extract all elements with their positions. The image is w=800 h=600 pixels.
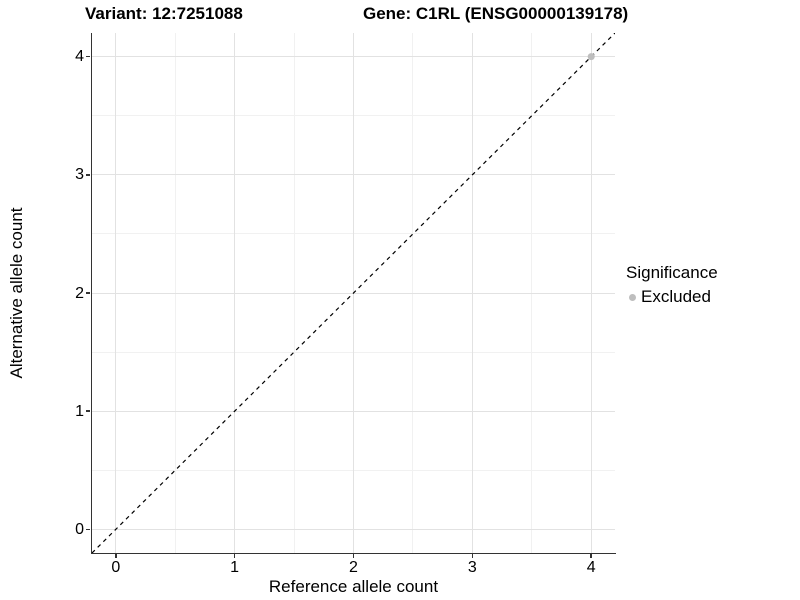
plot-panel [92,33,615,553]
major-gridline-horizontal [92,410,615,412]
legend-items: Excluded [626,287,718,307]
y-tick-mark [86,410,90,412]
y-tick-label: 3 [75,166,84,184]
legend-title: Significance [626,263,718,282]
x-tick-label: 2 [349,559,358,576]
x-tick-label: 0 [111,559,121,576]
x-axis-title: Reference allele count [268,577,439,596]
legend: Significance Excluded [626,263,718,307]
identity-line [92,33,615,553]
x-tick-mark [590,554,592,558]
y-tick-label: 2 [75,284,84,302]
y-tick-label: 4 [75,48,84,66]
major-gridline-horizontal [92,174,615,176]
plot-title-variant: Variant: 12:7251088 [85,4,243,23]
x-tick-mark [115,554,117,558]
x-tick-label: 4 [586,559,596,576]
y-tick-mark [86,528,90,531]
legend-item-label: Excluded [641,287,711,306]
data-point-excluded [587,53,595,61]
x-tick-mark [352,554,355,558]
y-tick-mark [86,292,90,294]
y-axis-line [90,33,92,554]
major-gridline-horizontal [92,56,615,58]
plot-layer [92,33,615,553]
x-tick-label: 1 [230,559,240,576]
x-axis-line [90,552,616,554]
x-tick-mark [233,554,236,558]
major-gridline-horizontal [92,528,615,530]
x-tick-mark [471,554,474,558]
legend-item-excluded: Excluded [626,287,718,307]
y-tick-label: 0 [75,520,84,538]
plot-title-gene: Gene: C1RL (ENSG00000139178) [363,4,629,23]
y-tick-label: 1 [75,402,84,420]
legend-dot-icon [629,294,636,301]
y-tick-mark [86,55,90,58]
x-tick-label: 3 [467,559,477,576]
y-tick-mark [86,174,90,176]
y-axis-title: Alternative allele count [7,207,26,379]
